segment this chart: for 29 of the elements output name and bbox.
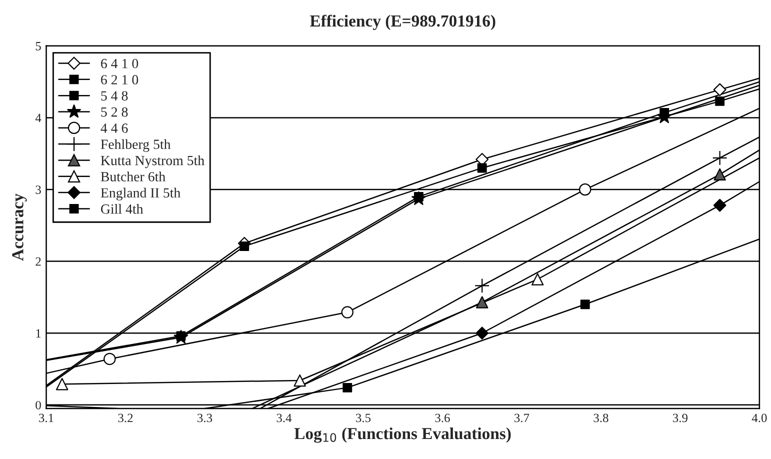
x-axis-title: Log$_{10}$ (Functions Evaluations)	[294, 427, 511, 443]
x-tick-label: 3.4	[276, 414, 292, 422]
x-tick-label: 3.3	[198, 414, 212, 422]
x-tick-label: 3.6	[435, 414, 450, 422]
legend-label: 6 4 1 0	[101, 58, 138, 68]
legend-label: Gill 4th	[100, 204, 144, 214]
x-tick-label: 3.9	[672, 414, 688, 422]
x-tick-label: 3.7	[514, 414, 530, 422]
x-tick-label: 3.1	[39, 414, 54, 422]
legend-label: Butcher 6th	[100, 172, 166, 182]
y-tick-label: 2	[36, 257, 41, 266]
legend-label: 4 4 6	[100, 124, 128, 133]
y-axis-title: Accuracy	[12, 194, 27, 261]
legend-label: 5 4 8	[101, 91, 128, 101]
x-tick-label: 3.5	[356, 414, 371, 422]
y-tick-label: 0	[36, 400, 41, 410]
x-tick-label: 3.2	[118, 414, 133, 422]
legend-label: 6 2 1 0	[101, 75, 138, 84]
y-tick-label: 1	[36, 329, 41, 338]
x-tick-label: 4.0	[752, 414, 767, 422]
x-tick-label: 3.8	[594, 414, 608, 422]
legend-label: 5 2 8	[101, 107, 128, 117]
legend-label: Fehlberg 5th	[100, 139, 171, 152]
y-tick-label: 5	[36, 42, 41, 50]
chart-title: Efficiency (E=989.701916)	[310, 14, 496, 30]
y-tick-label: 3	[36, 186, 41, 194]
y-tick-label: 4	[35, 114, 42, 122]
legend-label: Kutta Nystrom 5th	[100, 155, 204, 168]
legend-label: England II 5th	[100, 188, 180, 200]
